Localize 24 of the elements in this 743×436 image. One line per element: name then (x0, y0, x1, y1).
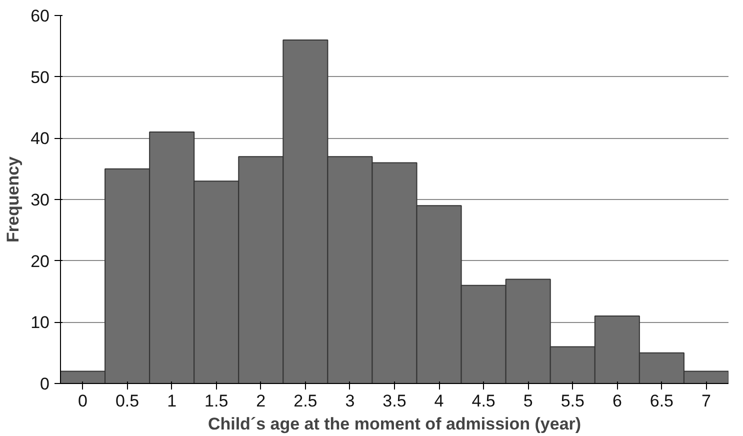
x-tick-label: 4 (434, 392, 444, 410)
x-tick-label: 5.5 (560, 392, 584, 410)
x-tick-label: 7 (702, 392, 711, 410)
y-tick-label: 50 (30, 68, 50, 87)
x-tick-label: 6 (612, 392, 622, 410)
x-tick-label: 3 (345, 392, 355, 410)
y-tick-label: 60 (30, 6, 50, 26)
y-tick-label: 20 (30, 252, 50, 271)
y-axis-title: Frequency (4, 156, 23, 242)
x-tick-label: 6.5 (650, 392, 674, 410)
y-tick-label: 30 (30, 190, 50, 210)
x-tick-label: 2 (256, 392, 266, 410)
x-tick-label: 0 (78, 392, 88, 410)
x-axis-title: Child´s age at the moment of admission (year) (208, 414, 582, 434)
x-tick-label: 0.5 (115, 392, 140, 410)
x-tick-label: 5 (523, 392, 533, 410)
x-tick-label: 1 (167, 392, 177, 410)
y-tick-label: 40 (30, 129, 50, 148)
x-tick-label: 1.5 (204, 392, 228, 410)
x-tick-label: 4.5 (472, 392, 496, 410)
x-tick-label: 2.5 (294, 392, 318, 410)
x-tick-label: 3.5 (382, 392, 406, 410)
y-tick-label: 0 (40, 374, 50, 394)
y-tick-label: 10 (30, 313, 50, 332)
